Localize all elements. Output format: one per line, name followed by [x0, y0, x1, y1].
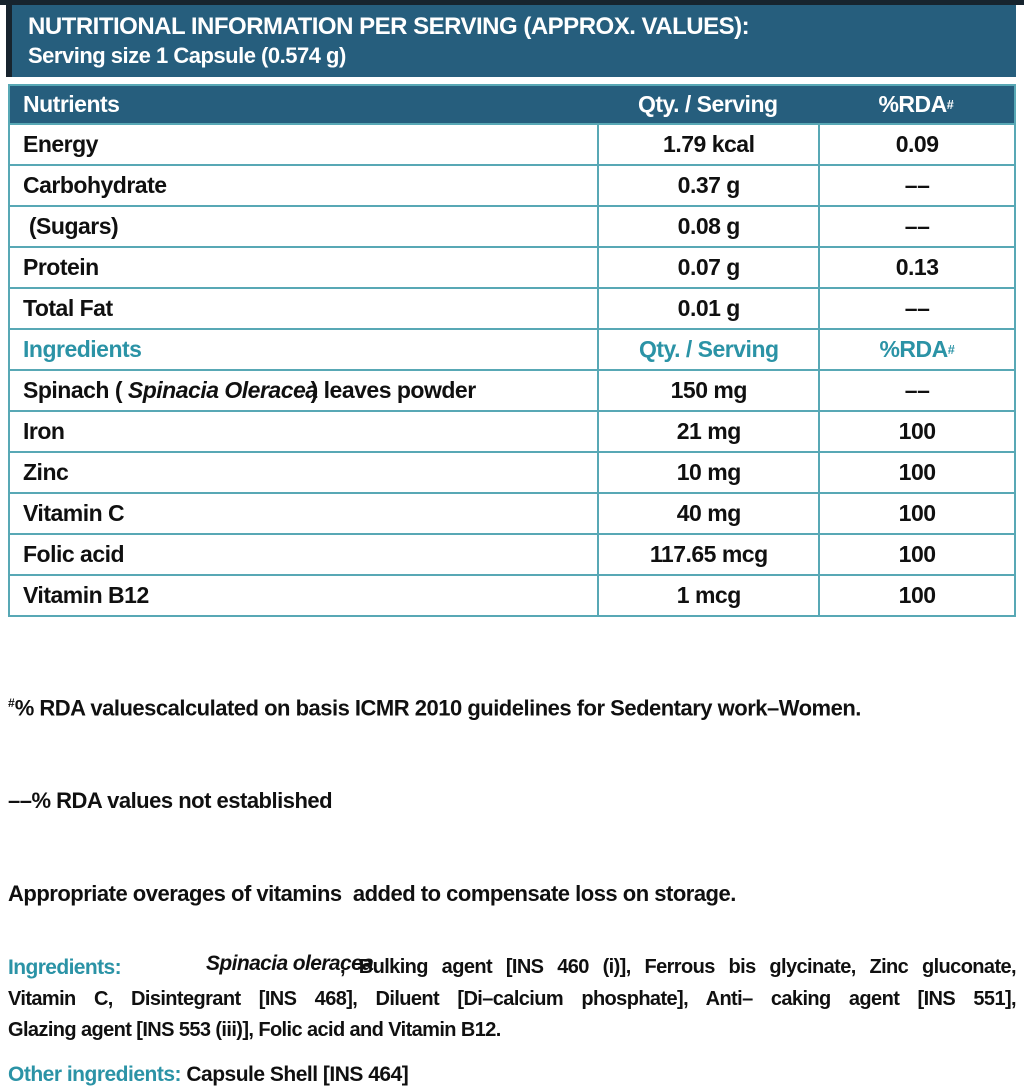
ingredient-name: Vitamin C [23, 500, 125, 526]
ingredient-qty: 21 mg [676, 418, 741, 444]
table-row-protein: Protein 0.07 g 0.13 [10, 246, 1014, 287]
ingredient-name: Folic acid [23, 541, 125, 567]
ingredient-rda: 100 [898, 500, 936, 526]
ingredient-qty: 117.65 mcg [649, 541, 768, 567]
ingredients-line-1: Ingredients: , Bulking agent [INS 460 (i… [8, 952, 1017, 984]
nutrient-qty: 0.01 g [677, 295, 741, 321]
nutrient-rda: –– [904, 295, 930, 321]
ingredient-name-prefix: Spinach ( [23, 377, 128, 403]
ingredient-rda: 100 [898, 541, 936, 567]
footnote-marker: # [8, 696, 15, 710]
nutrient-rda: –– [904, 172, 930, 198]
ingredients-header-label: Ingredients [23, 336, 142, 362]
table-row-vitamin-c: Vitamin C 40 mg 100 [10, 492, 1014, 533]
nutrient-rda: 0.13 [895, 254, 939, 280]
ingredient-qty: 40 mg [676, 500, 741, 526]
table-header-row: Nutrients Qty. / Serving %RDA # [10, 86, 1014, 123]
table-row-vitamin-b12: Vitamin B12 1 mcg 100 [10, 574, 1014, 615]
ingredient-rda: 100 [898, 459, 936, 485]
table-row-carbohydrate: Carbohydrate 0.37 g –– [10, 164, 1014, 205]
col-header-nutrients: Nutrients [23, 91, 120, 117]
table-row-zinc: Zinc 10 mg 100 [10, 451, 1014, 492]
nutrient-rda: –– [904, 213, 930, 239]
other-ingredients-label: Other ingredients: [8, 1062, 182, 1086]
label-top-edge [0, 0, 1024, 5]
ingredient-name-suffix: ) leaves powder [310, 377, 477, 403]
ingredients-list-start: , Bulking agent [INS 460 (i)], Ferrous b… [340, 956, 1017, 979]
nutrient-qty: 0.37 g [677, 172, 741, 198]
nutrient-name: Energy [23, 131, 98, 157]
nutrient-qty: 0.08 g [677, 213, 741, 239]
ingredient-rda: 100 [898, 582, 936, 608]
ingredients-line-2: Vitamin C, Disintegrant [INS 468], Dilue… [8, 987, 1017, 1010]
col-header-qty-serving: Qty. / Serving [637, 91, 778, 117]
ingredients-line-3: Glazing agent [INS 553 (iii)], Folic aci… [8, 1019, 501, 1042]
table-row-sugars: (Sugars) 0.08 g –– [10, 205, 1014, 246]
nutrient-name: Total Fat [23, 295, 113, 321]
other-ingredients-line: Other ingredients: Capsule Shell [INS 46… [8, 1063, 1016, 1087]
ingredients-paragraph: Ingredients: , Bulking agent [INS 460 (i… [8, 952, 1017, 1047]
nutrient-name: Carbohydrate [23, 172, 167, 198]
ingredient-name: Zinc [23, 459, 69, 485]
species-name-italic: Spinacia oleracea [206, 952, 374, 976]
nutrient-name: (Sugars) [23, 213, 119, 239]
ingredients-header-qty: Qty. / Serving [597, 330, 818, 369]
ingredient-qty: 1 mcg [676, 582, 741, 608]
rda-footnote-marker: # [947, 342, 955, 357]
col-header-rda: %RDA # [878, 91, 954, 117]
footnote-rda-basis: #% RDA valuescalculated on basis ICMR 20… [8, 695, 861, 721]
nutrient-qty: 1.79 kcal [663, 131, 755, 157]
ingredients-header-rda: %RDA # [818, 330, 1014, 369]
footnote-rda-not-established: ––% RDA values not established [8, 788, 333, 814]
rda-footnote-marker: # [946, 97, 954, 112]
nutrition-table: Nutrients Qty. / Serving %RDA # Energy 1.… [8, 84, 1016, 617]
table-row-folic-acid: Folic acid 117.65 mcg 100 [10, 533, 1014, 574]
table-row-energy: Energy 1.79 kcal 0.09 [10, 123, 1014, 164]
ingredient-name: Vitamin B12 [23, 582, 149, 608]
ingredients-section-header-row: Ingredients Qty. / Serving %RDA # [10, 328, 1014, 369]
ingredient-name: Iron [23, 418, 65, 444]
ingredient-qty: 10 mg [676, 459, 741, 485]
nutrient-rda: 0.09 [895, 131, 939, 157]
ingredient-name-latin: Spinacia Oleracea [127, 377, 318, 403]
ingredient-rda: 100 [898, 418, 936, 444]
other-ingredients-value: Capsule Shell [INS 464] [186, 1062, 409, 1086]
serving-size-text: Serving size 1 Capsule (0.574 g) [28, 43, 346, 68]
nutrition-title-block: NUTRITIONAL INFORMATION PER SERVING (APP… [6, 5, 1016, 77]
ingredient-qty: 150 mg [670, 377, 748, 403]
nutrient-qty: 0.07 g [677, 254, 741, 280]
table-row-total-fat: Total Fat 0.01 g –– [10, 287, 1014, 328]
footnote-overages: Appropriate overages of vitamins added t… [8, 881, 736, 907]
table-row-iron: Iron 21 mg 100 [10, 410, 1014, 451]
nutrition-title: NUTRITIONAL INFORMATION PER SERVING (APP… [28, 13, 750, 40]
ingredient-rda: –– [904, 377, 930, 403]
footnotes: #% RDA valuescalculated on basis ICMR 20… [8, 626, 1016, 940]
nutrient-name: Protein [23, 254, 99, 280]
ingredients-label: Ingredients: [8, 956, 122, 980]
table-row-spinach: Spinach ( Spinacia Oleracea) leaves powd… [10, 369, 1014, 410]
